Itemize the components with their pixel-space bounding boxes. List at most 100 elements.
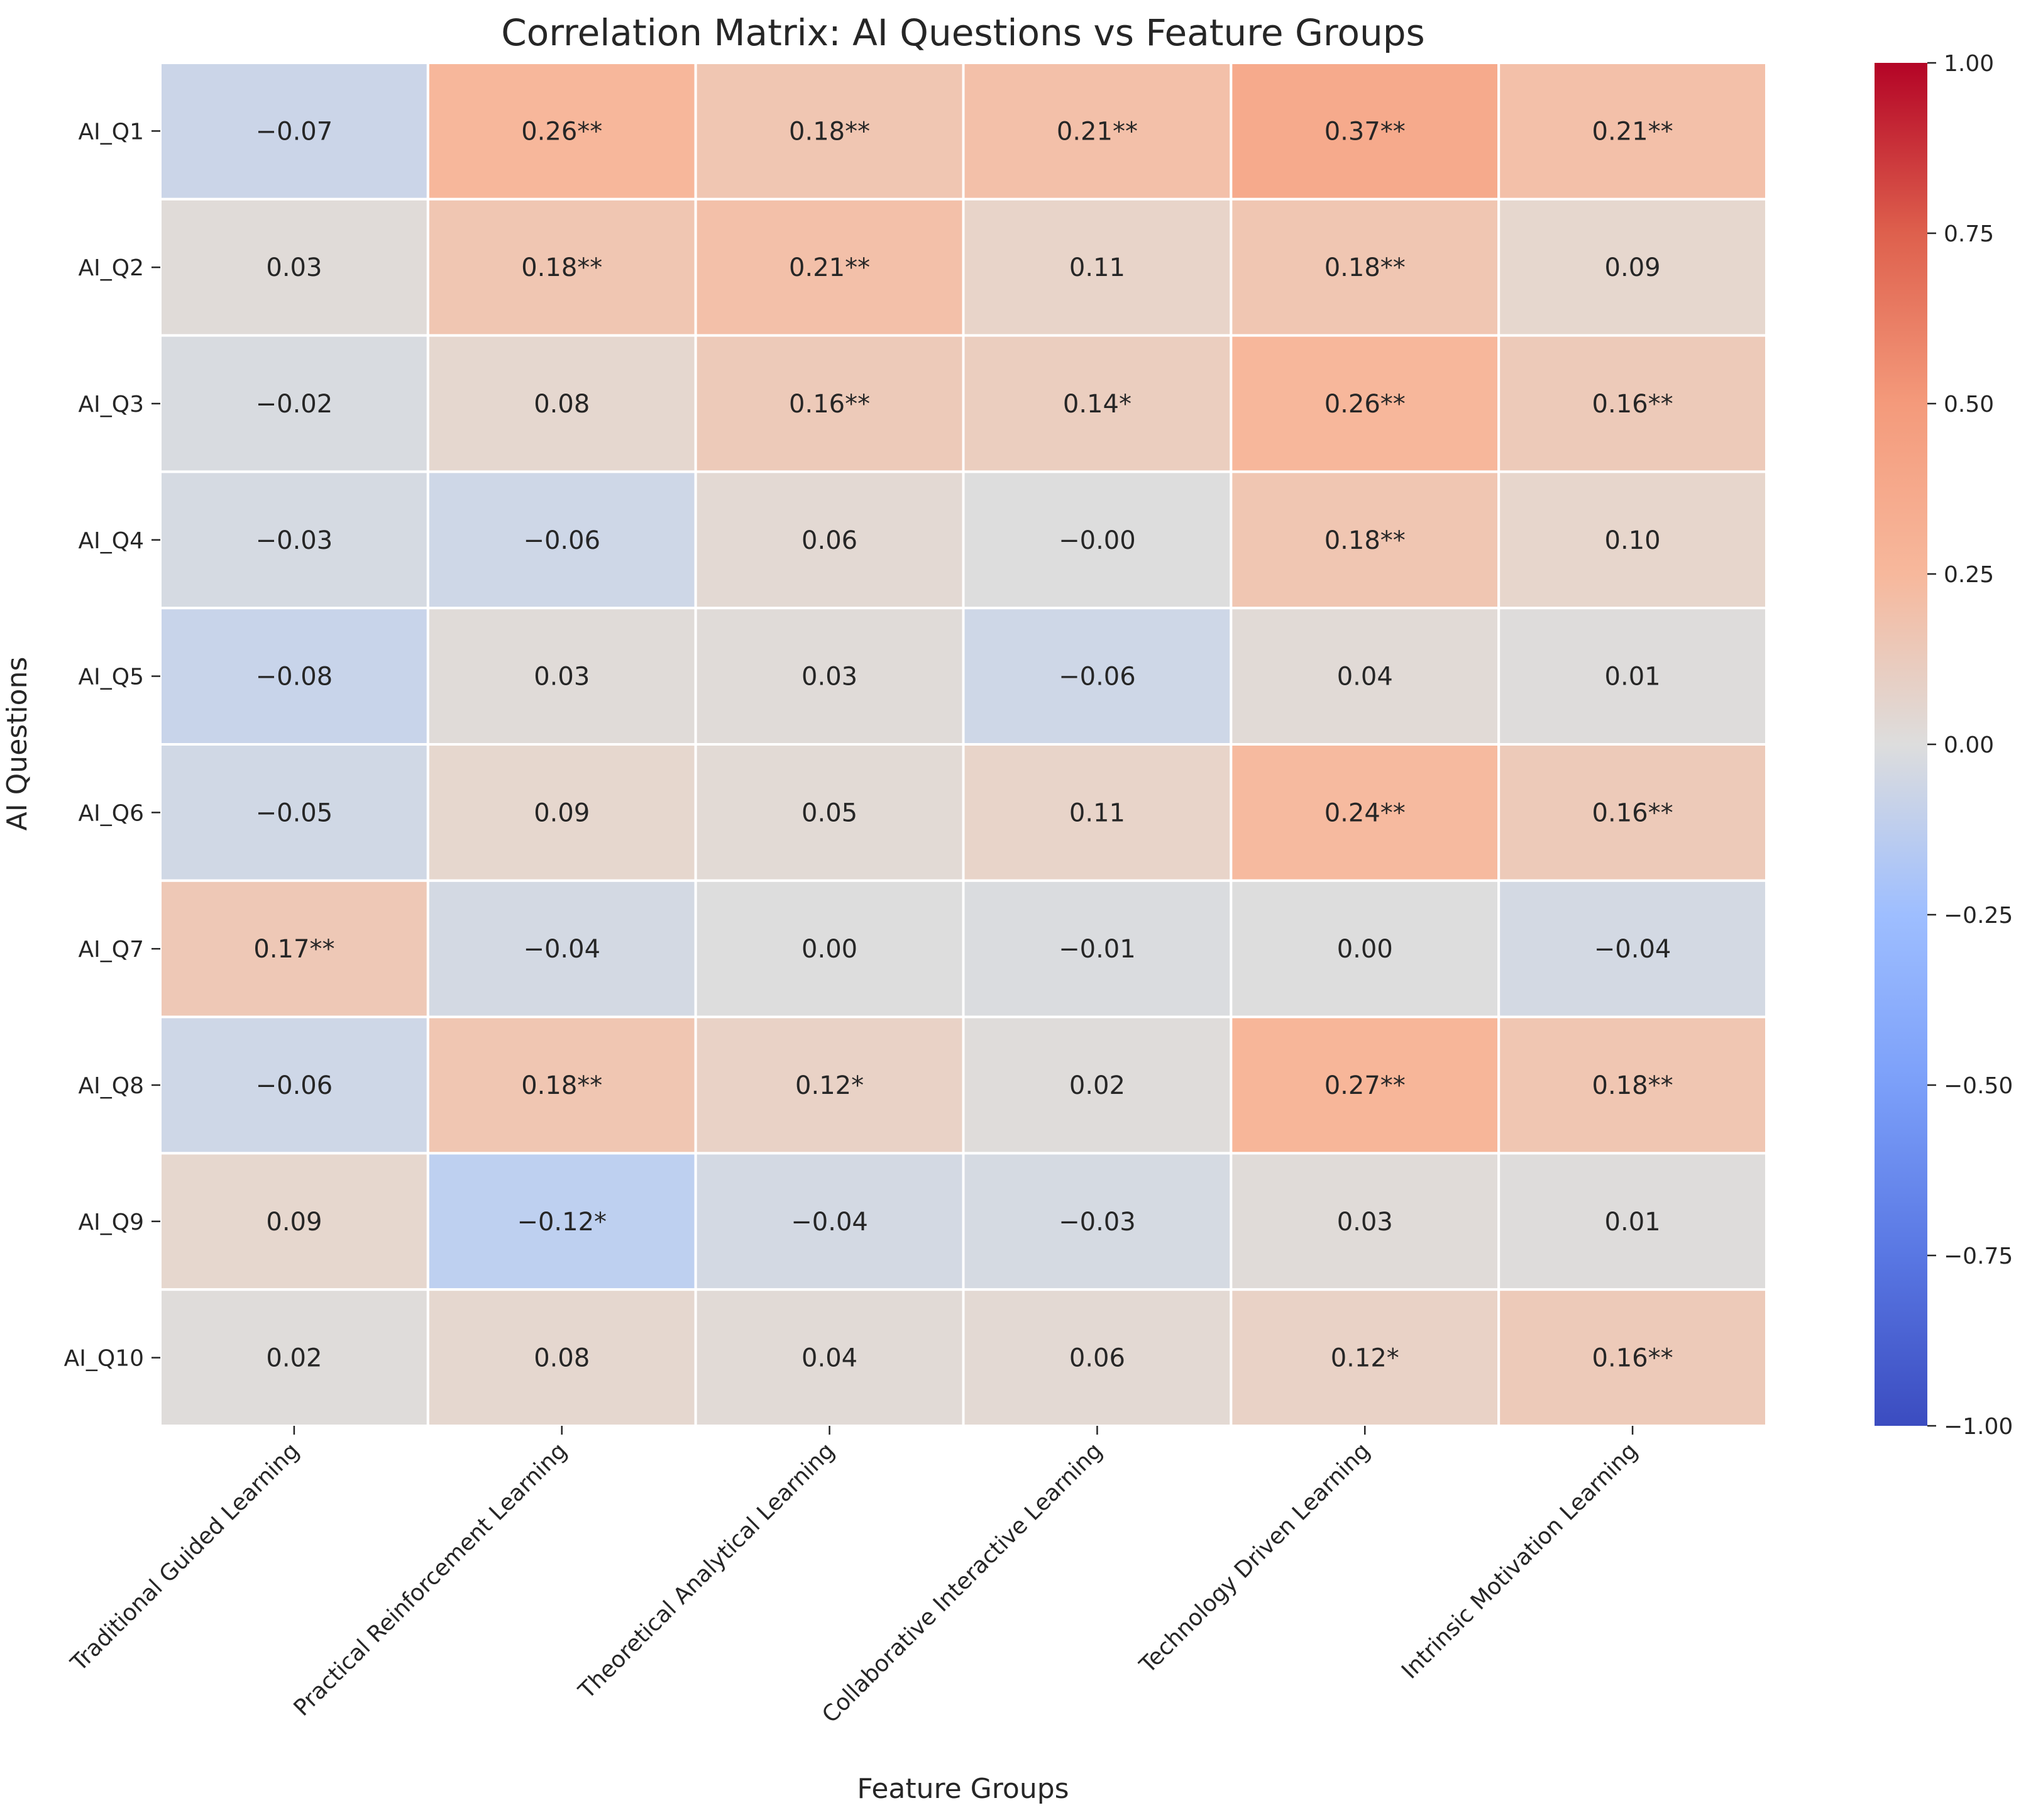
cell-value-label: 0.08 <box>534 1344 590 1373</box>
heatmap-cell <box>1230 743 1501 882</box>
heatmap-cell <box>694 470 965 610</box>
y-tick-label: AI_Q5 <box>79 665 144 690</box>
cell-value-label: 0.00 <box>801 935 857 964</box>
cell-value-label: 0.02 <box>266 1344 322 1373</box>
colorbar-tick-label: 0.50 <box>1944 392 1994 417</box>
cell-value-label: 0.18** <box>521 253 602 282</box>
heatmap-cell <box>426 62 697 201</box>
heatmap-cell <box>159 607 429 746</box>
cell-value-label: 0.11 <box>1069 798 1125 827</box>
cell-value-label: 0.21** <box>789 253 870 282</box>
heatmap-cell <box>1497 197 1768 337</box>
heatmap-cell <box>426 470 697 610</box>
y-tick-label: AI_Q2 <box>79 255 144 281</box>
cell-value-label: 0.26** <box>521 117 602 146</box>
cell-value-label: 0.24** <box>1324 798 1406 827</box>
y-tick-label: AI_Q1 <box>79 119 144 145</box>
cell-value-label: 0.03 <box>1337 1208 1393 1237</box>
heatmap-cell <box>159 743 429 882</box>
y-axis-ticks: AI_Q1 AI_Q2 AI_Q3 AI_Q4 AI_Q5 AI_Q6 AI_Q7 AI_Q8… <box>64 119 160 1372</box>
heatmap-cell <box>1497 334 1768 473</box>
heatmap-cell <box>1230 334 1501 473</box>
cell-value-label: 0.37** <box>1324 117 1406 146</box>
cell-value-label: −0.00 <box>1059 526 1136 555</box>
colorbar-tick-label: 0.25 <box>1944 562 1994 588</box>
colorbar: 1.00 0.75 0.50 0.25 0.00 −0.25 −0.50 −0.75 −1.00 <box>1875 51 2013 1440</box>
heatmap-cell <box>1497 1015 1768 1155</box>
cell-value-label: 0.18** <box>1592 1071 1673 1100</box>
cell-value-label: 0.00 <box>1337 935 1393 964</box>
heatmap-cell <box>1497 62 1768 201</box>
cell-value-label: −0.06 <box>523 526 600 555</box>
cell-value-label: 0.16** <box>789 390 870 419</box>
colorbar-tick-label: −1.00 <box>1944 1414 2013 1440</box>
heatmap-cell <box>426 334 697 473</box>
colorbar-ticks: 1.00 0.75 0.50 0.25 0.00 −0.25 −0.50 −0.75 −1.00 <box>1927 51 2013 1440</box>
heatmap-cell <box>962 879 1233 1018</box>
cell-value-label: −0.08 <box>256 663 333 692</box>
heatmap-cell <box>159 1288 429 1427</box>
heatmap-cell <box>694 62 965 201</box>
cell-value-label: −0.01 <box>1059 935 1136 964</box>
heatmap-cell <box>1230 607 1501 746</box>
cell-value-label: 0.04 <box>1337 663 1393 692</box>
cell-value-label: 0.14* <box>1063 390 1132 419</box>
cell-value-label: 0.03 <box>534 663 590 692</box>
cell-value-label: −0.04 <box>1594 935 1671 964</box>
y-tick-label: AI_Q10 <box>64 1346 144 1372</box>
cell-value-label: −0.07 <box>256 117 333 146</box>
heatmap-cell <box>694 1152 965 1291</box>
cell-value-label: 0.06 <box>1069 1344 1125 1373</box>
heatmap-cell <box>1497 879 1768 1018</box>
cell-value-label: 0.16** <box>1592 1344 1673 1373</box>
heatmap-cell <box>1497 743 1768 882</box>
cell-value-label: 0.04 <box>801 1344 857 1373</box>
cell-value-label: 0.09 <box>534 798 590 827</box>
heatmap-cell <box>962 1015 1233 1155</box>
colorbar-tick-label: −0.75 <box>1944 1244 2013 1269</box>
heatmap-cell <box>426 197 697 337</box>
cell-value-label: −0.03 <box>1059 1208 1136 1237</box>
cell-value-label: 0.18** <box>1324 253 1406 282</box>
x-axis-label: Feature Groups <box>857 1773 1069 1805</box>
cell-value-label: 0.10 <box>1605 526 1661 555</box>
cell-value-label: 0.16** <box>1592 798 1673 827</box>
cell-value-label: 0.01 <box>1605 1208 1661 1237</box>
x-tick-label: Collaborative Interactive Learning <box>817 1438 1107 1728</box>
colorbar-tick-label: −0.50 <box>1944 1073 2013 1099</box>
heatmap-cell <box>159 62 429 201</box>
y-axis-label: AI Questions <box>1 657 33 831</box>
cell-value-label: 0.08 <box>534 390 590 419</box>
heatmap-cell <box>1497 470 1768 610</box>
cell-value-label: −0.06 <box>256 1071 333 1100</box>
cell-value-label: −0.04 <box>791 1208 868 1237</box>
y-tick-label: AI_Q4 <box>79 528 144 554</box>
cell-value-label: 0.05 <box>801 798 857 827</box>
cell-value-label: 0.18** <box>789 117 870 146</box>
cell-value-label: −0.12* <box>517 1208 607 1237</box>
cell-value-label: 0.03 <box>266 253 322 282</box>
cell-value-label: 0.26** <box>1324 390 1406 419</box>
cell-value-label: −0.02 <box>256 390 333 419</box>
heatmap-cell <box>1230 470 1501 610</box>
cell-value-label: 0.09 <box>1605 253 1661 282</box>
y-tick-label: AI_Q8 <box>79 1073 144 1099</box>
colorbar-tick-label: 0.75 <box>1944 221 1994 247</box>
colorbar-gradient <box>1875 63 1927 1426</box>
colorbar-tick-label: 0.00 <box>1944 732 1994 758</box>
cell-value-label: 0.03 <box>801 663 857 692</box>
heatmap-cell <box>426 1152 697 1291</box>
y-tick-label: AI_Q9 <box>79 1210 144 1235</box>
y-tick-label: AI_Q3 <box>79 392 144 417</box>
heatmap-cell <box>694 607 965 746</box>
heatmap-cell <box>962 62 1233 201</box>
heatmap-cell <box>962 334 1233 473</box>
heatmap-cell <box>694 879 965 1018</box>
heatmap-cell <box>159 470 429 610</box>
x-tick-label: Traditional Guided Learning <box>65 1438 304 1677</box>
heatmap-cell <box>159 879 429 1018</box>
heatmap-cell <box>962 197 1233 337</box>
y-tick-label: AI_Q7 <box>79 937 144 962</box>
cell-value-label: 0.12* <box>795 1071 864 1100</box>
heatmap-cell <box>159 1015 429 1155</box>
